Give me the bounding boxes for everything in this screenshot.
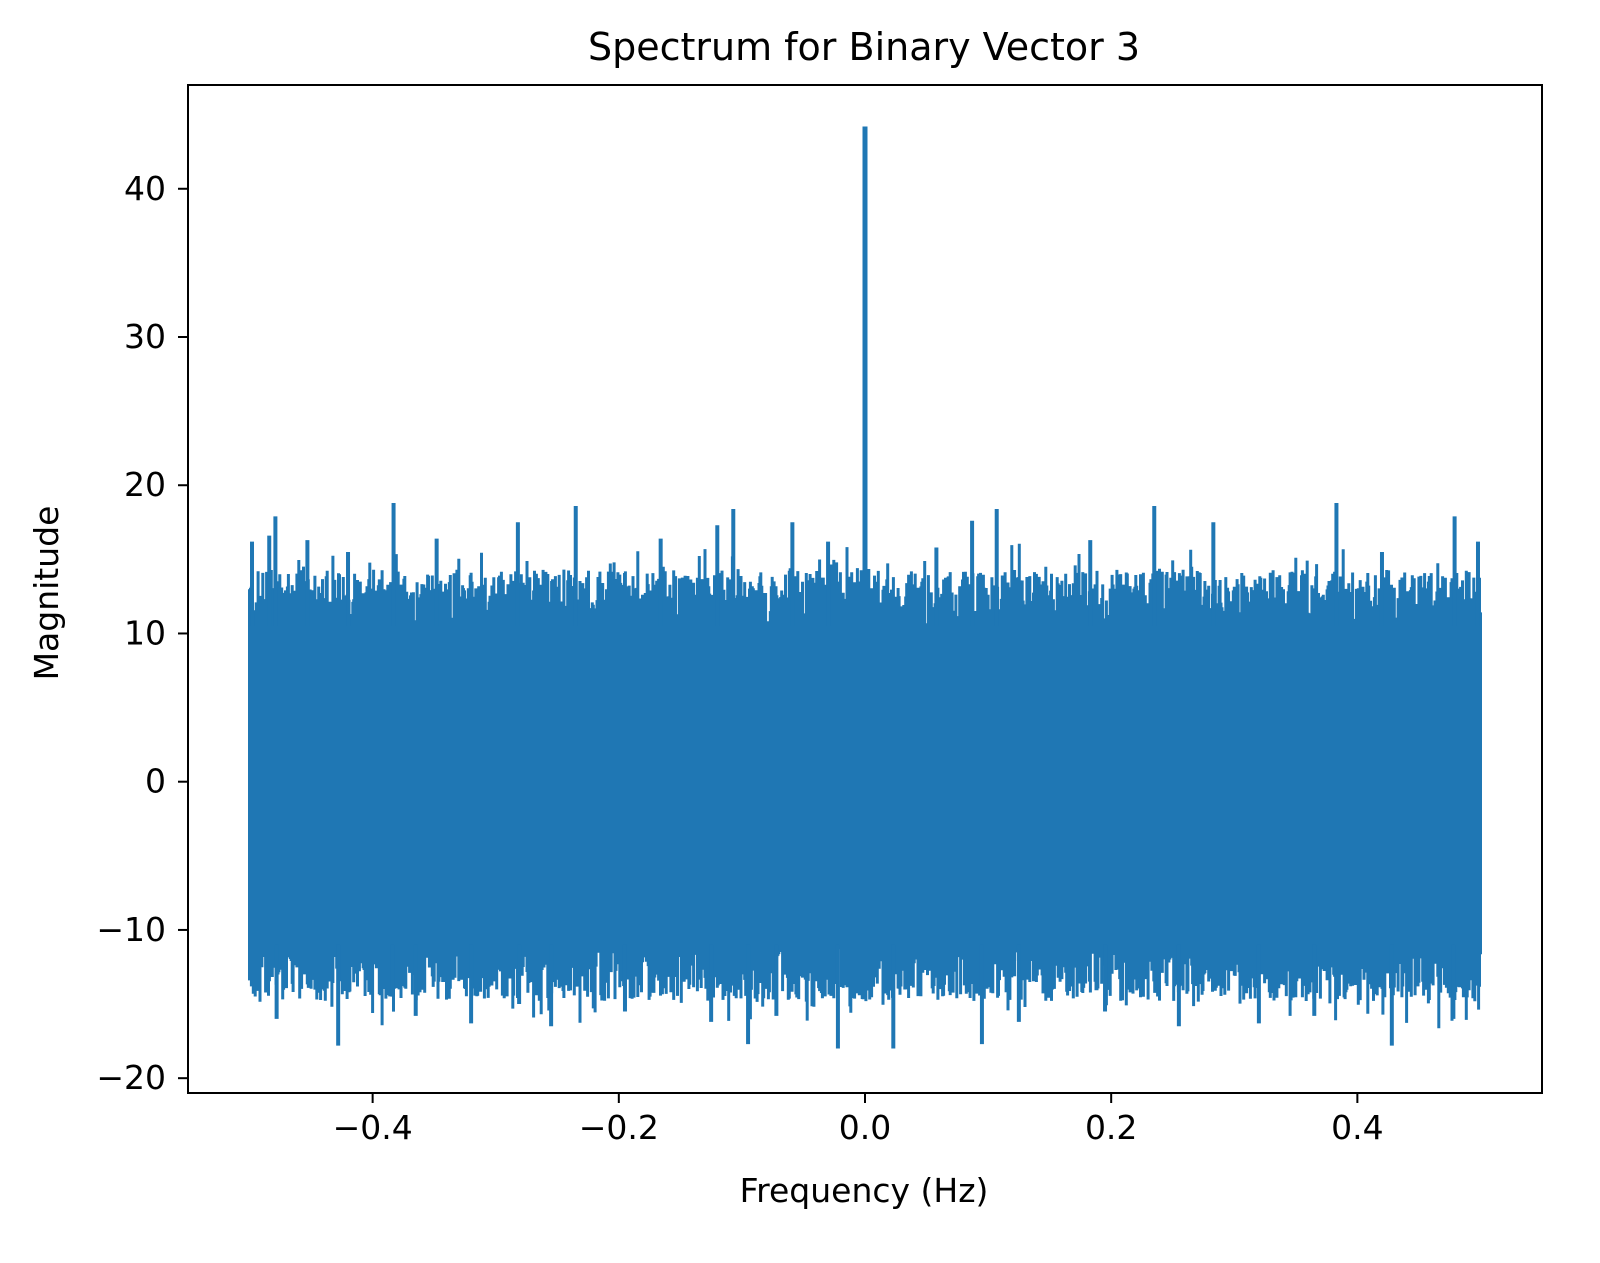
y-tick-label: 40 [124,169,166,208]
y-tick-label: −20 [96,1058,166,1097]
spectrum-series [248,126,1482,1049]
x-tick-label: 0.2 [1085,1108,1137,1147]
x-axis-ticks: −0.4 −0.2 0.0 0.2 0.4 [333,1093,1384,1147]
x-tick-label: −0.4 [333,1108,413,1147]
series-envelope [248,543,1482,1029]
y-axis-label: Magnitude [27,506,66,681]
y-axis-ticks: −20 −10 0 10 20 30 40 [96,169,188,1097]
x-tick-label: 0.0 [839,1108,891,1147]
y-tick-label: 30 [124,317,166,356]
y-tick-label: 0 [145,762,166,801]
y-tick-label: 20 [124,465,166,504]
x-tick-label: 0.4 [1331,1108,1383,1147]
y-tick-label: −10 [96,910,166,949]
x-axis-label: Frequency (Hz) [740,1171,989,1210]
y-tick-label: 10 [124,613,166,652]
chart-title: Spectrum for Binary Vector 3 [588,25,1140,69]
x-tick-label: −0.2 [579,1108,659,1147]
